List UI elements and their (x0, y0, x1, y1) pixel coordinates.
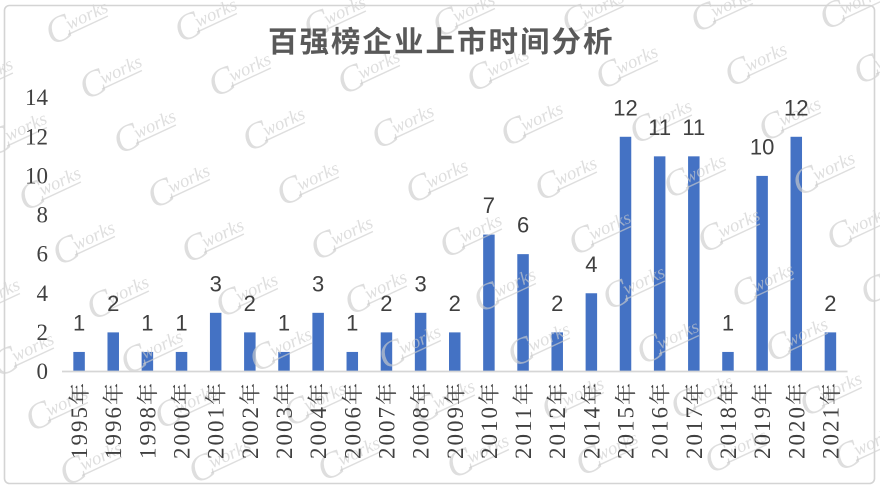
svg-text:2007: 2007 (374, 405, 399, 459)
svg-text:1: 1 (278, 310, 290, 335)
svg-text:10: 10 (25, 163, 48, 188)
svg-text:14: 14 (25, 85, 49, 110)
svg-text:4: 4 (37, 281, 49, 306)
svg-text:1: 1 (722, 310, 734, 335)
svg-text:2: 2 (380, 291, 392, 316)
svg-text:6: 6 (517, 213, 529, 238)
svg-text:2: 2 (244, 291, 256, 316)
svg-text:2010: 2010 (477, 405, 502, 459)
svg-text:2: 2 (37, 320, 49, 345)
svg-text:1: 1 (73, 310, 85, 335)
svg-text:1998: 1998 (135, 405, 160, 459)
svg-text:11: 11 (648, 115, 671, 140)
svg-text:2019: 2019 (750, 405, 775, 459)
svg-text:1995: 1995 (67, 405, 92, 459)
svg-text:4: 4 (585, 252, 597, 277)
svg-text:8: 8 (37, 203, 49, 228)
svg-text:10: 10 (750, 134, 774, 159)
svg-text:3: 3 (414, 271, 426, 296)
svg-text:2: 2 (551, 291, 563, 316)
svg-text:0: 0 (37, 359, 49, 384)
svg-text:2001: 2001 (204, 405, 229, 459)
svg-text:3: 3 (210, 271, 222, 296)
svg-text:2008: 2008 (409, 405, 434, 459)
svg-text:11: 11 (682, 115, 705, 140)
svg-text:2006: 2006 (340, 405, 365, 459)
svg-text:2015: 2015 (614, 405, 639, 459)
svg-text:2017: 2017 (682, 405, 707, 459)
svg-text:2: 2 (107, 291, 119, 316)
svg-text:2018: 2018 (716, 405, 741, 459)
svg-text:2002: 2002 (238, 405, 263, 459)
svg-text:3: 3 (312, 271, 324, 296)
svg-text:2014: 2014 (579, 405, 604, 459)
svg-text:2: 2 (824, 291, 836, 316)
svg-text:1: 1 (346, 310, 358, 335)
svg-text:2: 2 (449, 291, 461, 316)
svg-text:2000: 2000 (170, 405, 195, 459)
svg-text:6: 6 (37, 242, 49, 267)
svg-text:12: 12 (25, 124, 48, 149)
svg-text:2020: 2020 (784, 405, 809, 459)
svg-text:12: 12 (784, 95, 808, 120)
svg-text:2016: 2016 (648, 405, 673, 459)
svg-text:7: 7 (483, 193, 495, 218)
svg-text:2003: 2003 (272, 405, 297, 459)
svg-text:1: 1 (141, 310, 153, 335)
svg-text:2021: 2021 (818, 405, 843, 459)
svg-text:1: 1 (175, 310, 187, 335)
svg-text:2004: 2004 (306, 405, 331, 459)
svg-text:2011: 2011 (511, 406, 536, 459)
svg-text:1996: 1996 (101, 405, 126, 459)
svg-text:2009: 2009 (443, 405, 468, 459)
svg-text:12: 12 (613, 95, 637, 120)
svg-text:2012: 2012 (545, 405, 570, 459)
